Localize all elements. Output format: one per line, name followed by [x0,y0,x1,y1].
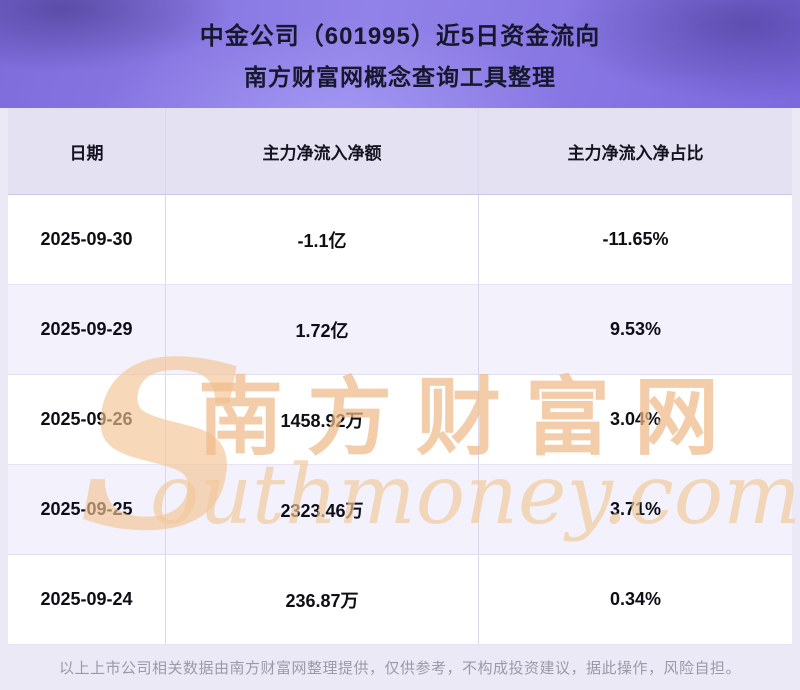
table-row: 2025-09-26 1458.92万 3.04% [8,375,792,465]
cell-date: 2025-09-29 [40,319,133,339]
cell-net-inflow: 1458.92万 [165,375,478,464]
table-header-row: 日期 主力净流入净额 主力净流入净占比 [8,108,792,195]
banner: 中金公司（601995）近5日资金流向 南方财富网概念查询工具整理 [0,0,800,108]
page-subtitle: 南方财富网概念查询工具整理 [244,64,556,90]
cell-net-ratio: 3.04% [478,375,792,464]
fund-flow-table: 日期 主力净流入净额 主力净流入净占比 2025-09-30 -1.1亿 -11… [8,108,792,645]
table-row: 2025-09-30 -1.1亿 -11.65% [8,195,792,285]
page-title: 中金公司（601995）近5日资金流向 [199,23,601,50]
cell-net-inflow: 236.87万 [165,555,478,644]
column-header-date: 日期 [69,143,104,163]
cell-date: 2025-09-30 [40,229,133,249]
footer: 以上上市公司相关数据由南方财富网整理提供，仅供参考，不构成投资建议，据此操作，风… [0,645,800,690]
table-row: 2025-09-24 236.87万 0.34% [8,555,792,645]
column-header-net-ratio: 主力净流入净占比 [478,108,792,194]
cell-net-inflow: 2323.46万 [165,465,478,554]
cell-net-ratio: -11.65% [478,195,792,284]
cell-net-inflow: 1.72亿 [165,285,478,374]
cell-date: 2025-09-25 [40,499,133,519]
cell-date: 2025-09-26 [40,409,133,429]
footer-disclaimer: 以上上市公司相关数据由南方财富网整理提供，仅供参考，不构成投资建议，据此操作，风… [58,660,741,677]
cell-net-ratio: 0.34% [478,555,792,644]
table-row: 2025-09-29 1.72亿 9.53% [8,285,792,375]
cell-date: 2025-09-24 [40,589,133,609]
table-row: 2025-09-25 2323.46万 3.71% [8,465,792,555]
column-header-net-inflow: 主力净流入净额 [165,108,478,194]
cell-net-ratio: 9.53% [478,285,792,374]
cell-net-inflow: -1.1亿 [165,195,478,284]
cell-net-ratio: 3.71% [478,465,792,554]
